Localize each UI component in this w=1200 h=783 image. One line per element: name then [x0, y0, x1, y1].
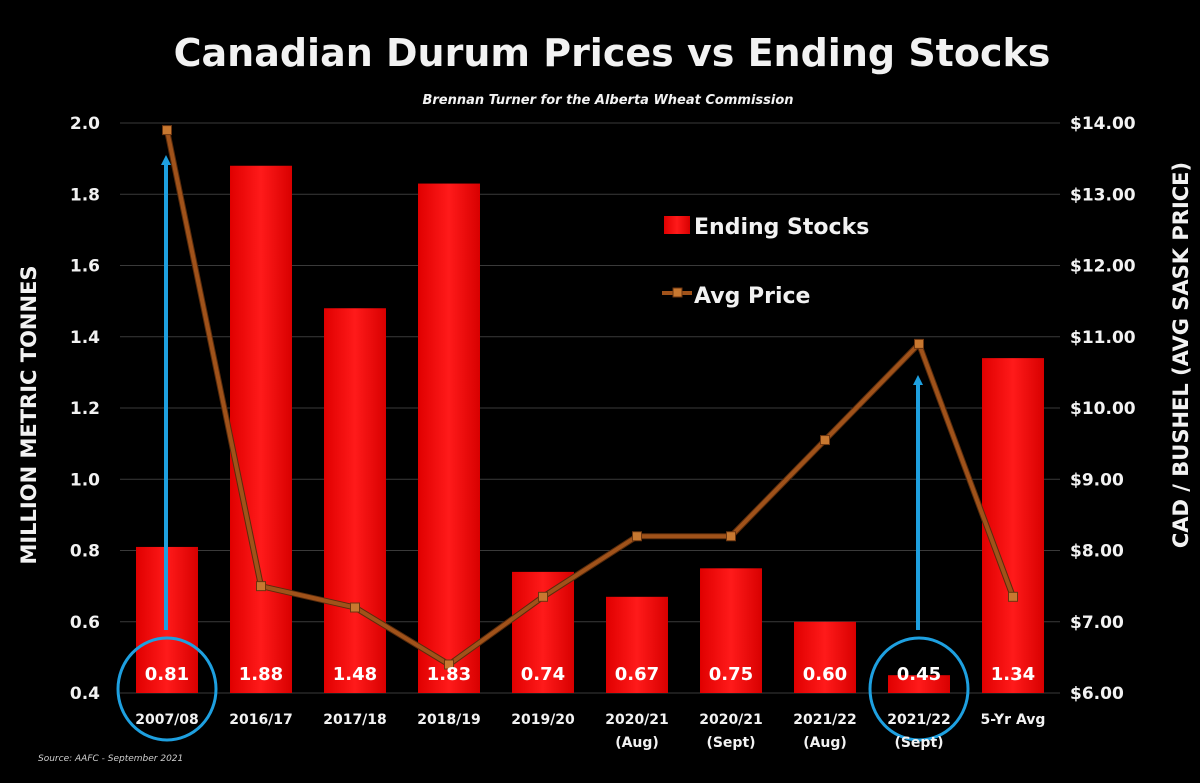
right-tick-label: $11.00	[1070, 328, 1136, 348]
legend: Ending Stocks Avg Price	[662, 215, 869, 309]
bar-data-label: 0.60	[803, 664, 847, 685]
left-tick-label: 2.0	[70, 114, 100, 134]
bar-data-label: 0.75	[709, 664, 753, 685]
bar-data-label: 0.45	[897, 664, 941, 685]
bar-data-labels: 0.81 1.88 1.48 1.83 0.74 0.67 0.75 0.60 0.45 1.34	[145, 664, 1035, 685]
left-tick-label: 0.8	[70, 542, 100, 562]
right-axis-label: CAD / BUSHEL (AVG SASK PRICE)	[1169, 162, 1193, 548]
legend-label-avg-price: Avg Price	[694, 284, 810, 309]
category-label: 2020/21	[605, 712, 669, 728]
category-label: 2016/17	[229, 712, 293, 728]
right-tick-label: $7.00	[1070, 613, 1124, 633]
bar-series	[136, 165, 1044, 693]
right-tick-label: $6.00	[1070, 684, 1124, 704]
bar	[700, 568, 762, 693]
price-point	[538, 591, 548, 602]
left-axis-label: MILLION METRIC TONNES	[17, 265, 41, 564]
bar-data-label: 0.81	[145, 664, 189, 685]
right-tick-label: $10.00	[1070, 399, 1136, 419]
right-axis-ticks: $6.00 $7.00 $8.00 $9.00 $10.00 $11.00 $12.00 $1…	[1070, 114, 1136, 704]
price-point	[726, 531, 736, 542]
bar	[888, 675, 950, 693]
price-point	[256, 581, 266, 592]
right-tick-label: $12.00	[1070, 257, 1136, 277]
category-label: (Aug)	[803, 735, 847, 751]
right-tick-label: $13.00	[1070, 185, 1136, 205]
price-line-shadow	[164, 129, 1016, 668]
chart-subtitle: Brennan Turner for the Alberta Wheat Com…	[422, 93, 793, 108]
price-point	[820, 435, 830, 446]
legend-swatch-ending-stocks	[664, 216, 690, 234]
price-line	[165, 129, 1015, 667]
bar-data-label: 1.88	[239, 664, 283, 685]
price-point	[914, 338, 924, 349]
highlight-annotations	[116, 155, 970, 742]
line-series	[162, 125, 1018, 670]
category-label: (Aug)	[615, 735, 659, 751]
bar	[324, 308, 386, 693]
left-tick-label: 1.6	[70, 257, 100, 277]
bar	[606, 596, 668, 693]
bar	[230, 165, 292, 693]
left-tick-label: 1.0	[70, 470, 100, 490]
bar	[982, 358, 1044, 693]
bar	[418, 183, 480, 693]
category-label: 2018/19	[417, 712, 481, 728]
highlight-circle	[868, 636, 970, 742]
right-tick-label: $8.00	[1070, 542, 1124, 562]
category-label: (Sept)	[894, 735, 943, 751]
category-label: 5-Yr Avg	[981, 712, 1046, 728]
category-labels: 2007/08 2016/17 2017/18 2018/19 2019/20 2020/…	[135, 712, 1045, 751]
left-axis-ticks: 0.4 0.6 0.8 1.0 1.2 1.4 1.6 1.8 2.0	[70, 114, 100, 704]
category-label: 2020/21	[699, 712, 763, 728]
right-tick-label: $14.00	[1070, 114, 1136, 134]
category-label: 2021/22	[793, 712, 857, 728]
highlight-circle	[116, 636, 218, 742]
price-point	[350, 602, 360, 613]
bar-data-label: 1.83	[427, 664, 471, 685]
category-label: (Sept)	[706, 735, 755, 751]
source-note: Source: AAFC - September 2021	[38, 754, 183, 764]
category-label: 2021/22	[887, 712, 951, 728]
legend-marker-avg-price	[672, 287, 683, 298]
bar	[794, 621, 856, 693]
left-tick-label: 0.6	[70, 613, 100, 633]
category-label: 2007/08	[135, 712, 199, 728]
price-point	[162, 125, 172, 136]
price-point	[632, 531, 642, 542]
bar-data-label: 0.74	[521, 664, 565, 685]
bar-data-label: 0.67	[615, 664, 659, 685]
left-tick-label: 1.2	[70, 399, 100, 419]
bar-data-label: 1.48	[333, 664, 377, 685]
price-point	[1008, 591, 1018, 602]
left-tick-label: 1.8	[70, 185, 100, 205]
left-tick-label: 0.4	[70, 684, 100, 704]
legend-label-ending-stocks: Ending Stocks	[694, 215, 869, 240]
bar-data-label: 1.34	[991, 664, 1035, 685]
category-label: 2017/18	[323, 712, 387, 728]
right-tick-label: $9.00	[1070, 470, 1124, 490]
left-tick-label: 1.4	[70, 328, 100, 348]
chart-title: Canadian Durum Prices vs Ending Stocks	[174, 31, 1051, 75]
price-point	[444, 659, 454, 670]
category-label: 2019/20	[511, 712, 575, 728]
